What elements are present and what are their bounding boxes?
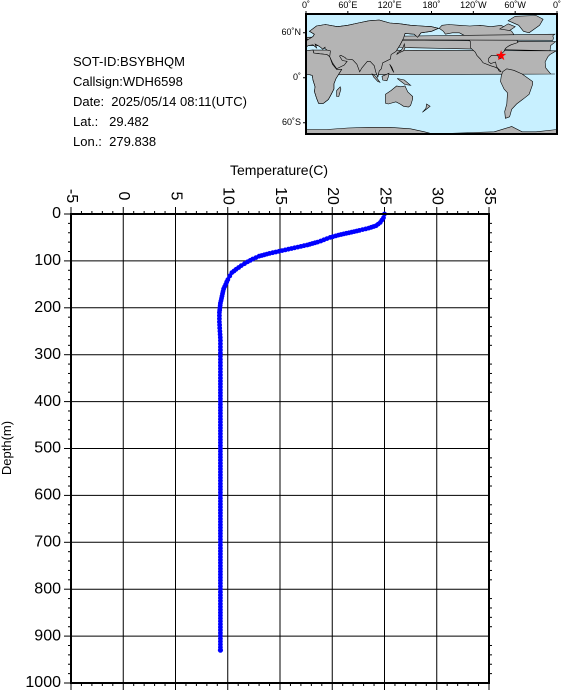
map-lon-label: 60˚E [338, 0, 357, 10]
land-nz [422, 103, 431, 113]
y-tick-label: 600 [34, 487, 61, 504]
land-eurasia-wrap [306, 19, 440, 78]
sot-id: SOT-ID:BSYBHQM [73, 54, 185, 69]
land-newguinea [397, 78, 412, 86]
y-tick-label: 200 [34, 299, 61, 316]
land-greenland [507, 15, 544, 34]
land-australia [385, 85, 413, 108]
y-tick-labels: 0 100 200 300 400 500 600 700 800 900 1000 [25, 205, 61, 690]
land-antarctica [306, 126, 557, 134]
x-axis-title: Temperature(C) [230, 162, 328, 178]
date: Date: 2025/05/14 08:11(UTC) [73, 94, 247, 109]
y-axis-title: Depth(m) [0, 421, 14, 475]
latitude: Lat.: 29.482 [73, 114, 149, 129]
map-lat-label: 60˚N [281, 27, 301, 37]
x-tick-label: 30 [429, 187, 446, 205]
map-lon-label: 60˚W [504, 0, 526, 10]
land-sumatra [371, 73, 381, 83]
location-marker-icon [495, 50, 507, 61]
map-land [306, 15, 557, 134]
map-lon-label: 120˚E [378, 0, 402, 10]
longitude: Lon.: 279.838 [73, 134, 157, 149]
x-tick-label: 20 [324, 187, 341, 205]
data-point [227, 273, 233, 279]
x-tick-label: 35 [481, 187, 498, 205]
temperature-profile-line [217, 213, 386, 651]
land-baffin [498, 23, 516, 31]
map-lon-label: 0˚ [302, 0, 310, 10]
x-tick-label: 10 [220, 187, 237, 205]
temperature-profile-points [217, 211, 387, 653]
x-tick-label: 5 [167, 192, 184, 201]
land-japan [396, 42, 406, 55]
x-tick-label: -5 [63, 189, 80, 203]
map-lat-label: 0˚ [293, 72, 301, 82]
data-point [217, 647, 224, 653]
map-lon-label: 0˚ [553, 0, 561, 10]
map-ticks [303, 11, 558, 124]
float-info: SOT-ID:BSYBHQM Callsign:WDH6598 Date: 20… [73, 52, 247, 152]
plot-frame [70, 213, 490, 684]
y-tick-label: 400 [34, 393, 61, 410]
land-philippines [389, 64, 395, 73]
y-tick-label: 700 [34, 534, 61, 551]
land-sa [500, 68, 533, 119]
callsign: Callsign:WDH6598 [73, 74, 183, 89]
x-tick-label: 15 [272, 187, 289, 205]
y-tick-label: 800 [34, 580, 61, 597]
x-tick-labels: -5 0 5 10 15 20 25 30 35 [63, 187, 498, 205]
map-lon-label: 180˚ [422, 0, 440, 10]
map-lon-label: 120˚W [460, 0, 487, 10]
land-borneo [381, 72, 390, 82]
y-tick-label: 1000 [25, 674, 61, 690]
x-tick-label: 25 [376, 187, 393, 205]
y-tick-label: 300 [34, 346, 61, 363]
land-madagascar [336, 86, 342, 97]
land-africa-wrap [306, 49, 343, 104]
y-tick-label: 500 [34, 440, 61, 457]
x-tick-label: 0 [115, 192, 132, 201]
grid [71, 214, 489, 683]
y-tick-label: 100 [34, 252, 61, 269]
y-tick-label: 900 [34, 627, 61, 644]
y-tick-label: 0 [52, 205, 61, 222]
world-map: 0˚ 60˚E 120˚E 180˚ 120˚W 60˚W 0˚ 60˚N 0˚ 60˚S [281, 0, 561, 135]
map-lat-label: 60˚S [282, 117, 301, 127]
map-labels: 0˚ 60˚E 120˚E 180˚ 120˚W 60˚W 0˚ 60˚N 0˚ 60˚S [281, 0, 561, 127]
